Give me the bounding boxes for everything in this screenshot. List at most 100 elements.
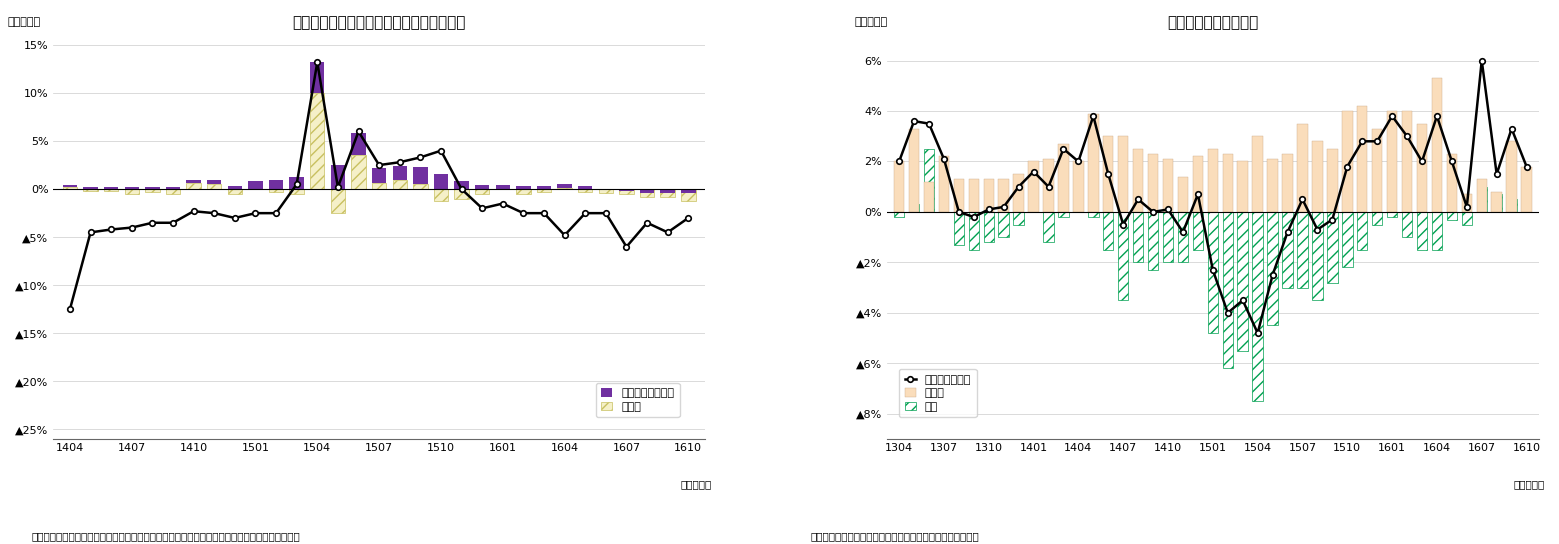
Bar [984, 179, 995, 212]
Bar [475, 189, 490, 194]
Bar [104, 187, 118, 189]
Bar [681, 189, 695, 193]
外食産業売上高 [1472, 57, 1490, 64]
Bar [1193, 212, 1204, 250]
Bar [1447, 154, 1458, 212]
Bar [1283, 212, 1292, 288]
Bar [1043, 159, 1054, 212]
Bar [661, 189, 675, 193]
外食産業売上高 [1144, 209, 1163, 215]
Bar [393, 166, 407, 180]
外食産業売上高 [1324, 217, 1342, 223]
Bar [998, 179, 1009, 212]
Bar [1163, 212, 1174, 262]
Text: （資料）日本フードサービス協会「外食産業市場動向調査」: （資料）日本フードサービス協会「外食産業市場動向調査」 [811, 531, 979, 541]
外食産業売上高 [1503, 126, 1522, 132]
外食産業売上高 [1024, 168, 1043, 175]
外食産業売上高 [890, 158, 909, 165]
Bar [1104, 212, 1113, 250]
Bar [1104, 136, 1113, 212]
Bar [290, 189, 304, 194]
Bar [228, 186, 242, 189]
Bar [1029, 162, 1038, 212]
Bar [187, 180, 201, 183]
Bar [1297, 212, 1308, 288]
Bar [207, 184, 221, 189]
Bar [984, 212, 995, 242]
Bar [433, 189, 447, 201]
Bar [475, 186, 490, 189]
Bar [145, 187, 159, 189]
外食産業売上高 [1487, 171, 1506, 177]
Bar [1118, 212, 1129, 300]
Bar [1252, 136, 1263, 212]
Bar [433, 174, 447, 189]
Bar [661, 189, 675, 197]
Bar [1372, 129, 1383, 212]
Bar [1388, 111, 1397, 212]
Bar [954, 179, 963, 212]
Bar [125, 187, 139, 189]
Bar [558, 188, 572, 189]
Bar [909, 205, 920, 212]
Bar [998, 212, 1009, 237]
Bar [1013, 174, 1024, 212]
外食産業売上高 [1233, 297, 1252, 304]
Bar [639, 189, 655, 197]
Bar [1417, 212, 1426, 250]
Bar [1133, 212, 1143, 262]
Bar [248, 182, 262, 189]
Bar [145, 189, 159, 192]
外食産業売上高 [1099, 171, 1118, 177]
Bar [681, 189, 695, 201]
Bar [924, 149, 934, 212]
Bar [1088, 114, 1099, 212]
Bar [62, 187, 76, 189]
外食産業売上高 [1174, 229, 1193, 236]
Bar [1342, 111, 1353, 212]
Bar [331, 165, 345, 189]
外食産業売上高 [1442, 158, 1461, 165]
Title: 減少が続く外国人観光客向け百貨店売上高: 減少が続く外国人観光客向け百貨店売上高 [293, 15, 466, 30]
Bar [924, 182, 934, 212]
外食産業売上高 [920, 120, 939, 127]
外食産業売上高 [1054, 146, 1073, 152]
Bar [1402, 111, 1412, 212]
Bar [1492, 194, 1501, 212]
Bar [1177, 212, 1188, 262]
外食産業売上高 [979, 206, 998, 213]
Bar [516, 186, 530, 189]
Bar [536, 189, 552, 192]
Bar [1522, 166, 1532, 212]
外食産業売上高 [1412, 158, 1431, 165]
Bar [516, 189, 530, 194]
Bar [62, 186, 76, 187]
Bar [310, 62, 324, 93]
Bar [1342, 212, 1353, 268]
外食産業売上高 [1069, 158, 1088, 165]
外食産業売上高 [904, 118, 923, 125]
Legend: うち外国人観光客, その他: うち外国人観光客, その他 [596, 382, 680, 417]
外食産業売上高 [995, 203, 1013, 210]
Bar [1118, 136, 1129, 212]
Bar [373, 183, 387, 189]
Bar [1283, 154, 1292, 212]
Bar [351, 156, 366, 189]
外食産業売上高 [934, 156, 953, 162]
Bar [1476, 187, 1487, 212]
Bar [1417, 123, 1426, 212]
Bar [909, 129, 920, 212]
Bar [1431, 212, 1442, 250]
Bar [1177, 177, 1188, 212]
Bar [599, 189, 613, 190]
Bar [1013, 212, 1024, 225]
Bar [1208, 212, 1218, 333]
Bar [599, 189, 613, 193]
Bar [454, 189, 469, 199]
外食産業売上高 [1292, 196, 1311, 202]
外食産業売上高 [1428, 113, 1447, 119]
Bar [1447, 212, 1458, 220]
Text: （注）外国人観光客向け売上高の寄与度は日本百貨店協会公表資料からニッセイ基礎研究所試算: （注）外国人観光客向け売上高の寄与度は日本百貨店協会公表資料からニッセイ基礎研究… [31, 531, 299, 541]
Bar [1462, 194, 1472, 212]
Bar [1043, 212, 1054, 242]
